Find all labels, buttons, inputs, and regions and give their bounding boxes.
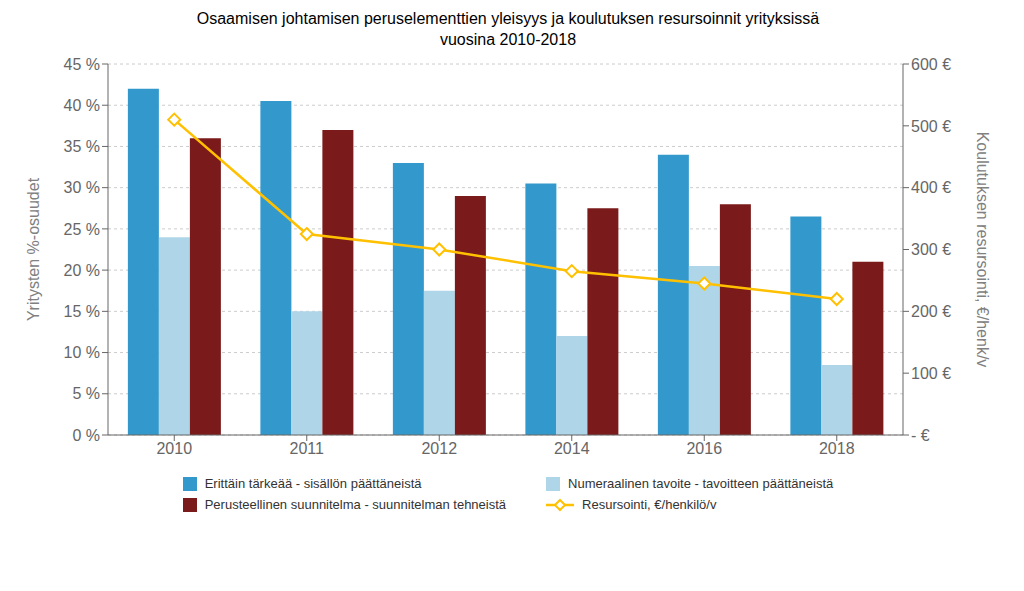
svg-text:600 €: 600 € — [911, 56, 951, 73]
html-text:vuosina 2010-2018: vuosina 2010-2018 — [439, 31, 576, 48]
svg-text:500 €: 500 € — [911, 118, 951, 135]
html-text:Perusteellinen suunnitelma - s: Perusteellinen suunnitelma - suunnitelma… — [204, 497, 507, 512]
html-text:Resursointi, €/henkilö/v: Resursointi, €/henkilö/v — [582, 497, 717, 512]
svg-text:10 %: 10 % — [64, 344, 100, 361]
svg-text:35 %: 35 % — [64, 138, 100, 155]
svg-text:40 %: 40 % — [64, 97, 100, 114]
svg-text:15 %: 15 % — [64, 303, 100, 320]
svg-text:2014: 2014 — [554, 440, 590, 457]
svg-text:- €: - € — [911, 427, 930, 444]
svg-text:Yritysten %-osuudet: Yritysten %-osuudet — [25, 177, 42, 321]
svg-text:2011: 2011 — [290, 440, 325, 457]
svg-text:25 %: 25 % — [64, 221, 100, 238]
svg-text:45 %: 45 % — [64, 56, 100, 73]
svg-text:0 %: 0 % — [72, 427, 100, 444]
svg-text:100 €: 100 € — [911, 365, 951, 382]
svg-text:200 €: 200 € — [911, 303, 951, 320]
svg-text:300 €: 300 € — [911, 241, 951, 258]
svg-text:Koulutuksen resursointi, €/hen: Koulutuksen resursointi, €/henk/v — [974, 132, 991, 368]
html-text:Numeraalinen tavoite - tavoitt: Numeraalinen tavoite - tavoitteen päättä… — [568, 476, 834, 491]
svg-text:2018: 2018 — [819, 440, 855, 457]
svg-text:5 %: 5 % — [72, 385, 100, 402]
svg-text:2012: 2012 — [421, 440, 457, 457]
svg-text:2010: 2010 — [156, 440, 192, 457]
svg-text:400 €: 400 € — [911, 179, 951, 196]
svg-text:20 %: 20 % — [64, 262, 100, 279]
svg-text:30 %: 30 % — [64, 179, 100, 196]
svg-text:2016: 2016 — [686, 440, 722, 457]
html-text:Erittäin tärkeää - sisällön pä: Erittäin tärkeää - sisällön päättäneistä — [204, 476, 422, 491]
html-text:Osaamisen johtamisen peruselem: Osaamisen johtamisen peruselementtien yl… — [196, 10, 820, 27]
